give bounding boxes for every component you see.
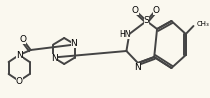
Text: O: O	[16, 77, 23, 85]
Text: O: O	[131, 5, 139, 15]
Text: HN: HN	[119, 29, 130, 39]
Text: O: O	[153, 5, 160, 15]
Text: O: O	[20, 34, 26, 44]
Text: N: N	[135, 63, 141, 72]
Text: N: N	[71, 39, 77, 48]
Text: N: N	[51, 54, 58, 63]
Text: CH₃: CH₃	[196, 21, 209, 27]
Text: N: N	[16, 50, 22, 59]
Text: S: S	[144, 15, 149, 24]
